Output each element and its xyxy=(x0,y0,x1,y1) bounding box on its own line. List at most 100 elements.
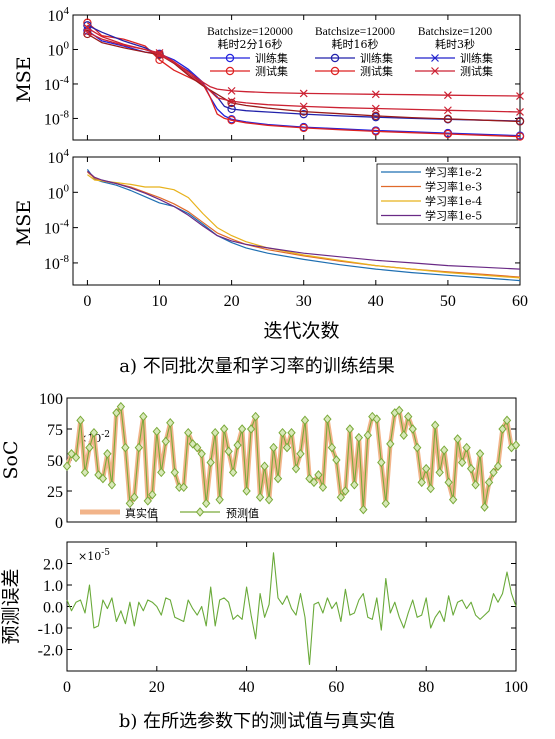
series-marker xyxy=(516,92,524,100)
predicted-marker xyxy=(354,432,364,443)
predicted-marker xyxy=(493,461,503,471)
series-marker xyxy=(227,115,236,125)
series-marker xyxy=(299,109,308,119)
predicted-marker xyxy=(502,415,512,426)
legend-label: 学习率1e-5 xyxy=(425,209,482,223)
legend-label: 测试集 xyxy=(255,64,288,78)
series-marker xyxy=(155,49,164,57)
series-marker xyxy=(299,107,308,116)
predicted-marker xyxy=(318,482,328,493)
y-tick-label: 2.0 xyxy=(43,557,63,574)
x-tick-label: 50 xyxy=(440,293,456,310)
plot-frame xyxy=(72,156,521,286)
y-tick-label: 100 xyxy=(39,391,63,408)
predicted-marker xyxy=(224,446,233,457)
predicted-marker xyxy=(345,424,355,434)
predicted-marker xyxy=(121,442,130,453)
y-tick-label: 1.0 xyxy=(43,578,63,595)
predicted-marker xyxy=(471,480,480,490)
predicted-marker xyxy=(62,461,72,471)
predicted-marker xyxy=(161,436,170,447)
predicted-marker xyxy=(363,430,372,440)
predicted-marker xyxy=(193,442,202,453)
y-tick-label: 104 xyxy=(48,5,70,25)
predicted-marker xyxy=(336,492,346,502)
series-marker xyxy=(227,97,236,106)
series-marker xyxy=(516,108,524,116)
legend-label: 测试集 xyxy=(360,64,393,78)
series-marker xyxy=(371,111,381,121)
predicted-marker xyxy=(94,470,103,480)
predicted-marker xyxy=(211,427,220,438)
predicted-marker xyxy=(103,449,112,459)
predicted-marker xyxy=(466,463,476,474)
predicted-marker xyxy=(242,486,251,496)
x-tick-label: 20 xyxy=(224,293,240,310)
predicted-marker xyxy=(431,420,440,431)
predicted-marker xyxy=(80,467,90,478)
predicted-marker xyxy=(359,504,368,515)
legend-marker xyxy=(330,53,340,63)
y-axis-label: 预测误差 xyxy=(0,568,22,644)
legend-label: 学习率1e-2 xyxy=(425,165,482,179)
series-line xyxy=(87,174,521,279)
predicted-marker xyxy=(152,426,161,437)
error-line xyxy=(66,552,517,666)
predicted-marker xyxy=(309,477,319,488)
predicted-marker xyxy=(511,440,521,450)
legend-time: 耗时16秒 xyxy=(332,37,379,51)
y-axis-label: SoC xyxy=(0,441,22,480)
predicted-marker xyxy=(413,442,422,453)
predicted-marker xyxy=(157,467,166,478)
predicted-marker xyxy=(332,455,341,465)
predicted-marker xyxy=(327,442,337,453)
predicted-marker xyxy=(291,463,301,474)
predicted-marker xyxy=(417,477,426,488)
y-tick-label: 10-4 xyxy=(44,218,70,238)
predicted-marker xyxy=(197,449,206,459)
y-tick-label: 50 xyxy=(47,453,63,470)
predicted-marker xyxy=(323,414,332,424)
predicted-marker xyxy=(71,452,81,463)
legend-label: 测试集 xyxy=(460,64,493,78)
plot-frame xyxy=(72,14,521,141)
y-axis-label: MSE xyxy=(13,56,35,102)
predicted-marker xyxy=(76,415,85,426)
x-tick-label: 100 xyxy=(504,679,528,696)
series-marker xyxy=(443,106,452,115)
y-tick-label: 0 xyxy=(55,515,63,532)
predicted-marker xyxy=(148,489,157,500)
predicted-marker xyxy=(107,480,117,490)
predicted-marker xyxy=(273,473,283,484)
multiplier-label: ×10-5 xyxy=(78,548,110,563)
predicted-marker xyxy=(89,427,99,438)
y-tick-label: 0.0 xyxy=(43,600,63,617)
x-tick-label: 0 xyxy=(83,293,91,310)
legend-label: 预测值 xyxy=(226,507,259,520)
predicted-marker xyxy=(67,449,76,459)
predicted-marker xyxy=(422,463,431,474)
predicted-marker xyxy=(377,457,386,468)
predicted-marker xyxy=(300,415,310,426)
series-marker xyxy=(515,117,525,126)
predicted-marker xyxy=(255,492,265,502)
legend-time: 耗时2分16秒 xyxy=(218,37,283,51)
y-tick-label: 10-8 xyxy=(44,253,70,273)
y-tick-label: 75 xyxy=(47,422,63,439)
y-tick-label: 25 xyxy=(47,484,63,501)
series-marker xyxy=(371,127,381,136)
predicted-marker xyxy=(457,457,467,468)
predicted-marker xyxy=(184,427,193,438)
series-marker xyxy=(227,98,236,108)
y-tick-label: 104 xyxy=(48,147,70,167)
learning-rate-mse-chart: 104 100 10-4 10-8 0 10 20 30 40 50 60 MSE 迭代次数 学习率1e-… xyxy=(13,147,528,342)
series-marker xyxy=(227,104,236,114)
predicted-marker xyxy=(125,498,135,509)
legend-marker xyxy=(225,66,235,76)
series-marker xyxy=(299,123,308,133)
predicted-marker xyxy=(282,442,292,453)
y-tick-label: 100 xyxy=(48,182,70,202)
series-marker xyxy=(227,86,236,95)
legend-title: Batchsize=12000 xyxy=(315,26,395,38)
